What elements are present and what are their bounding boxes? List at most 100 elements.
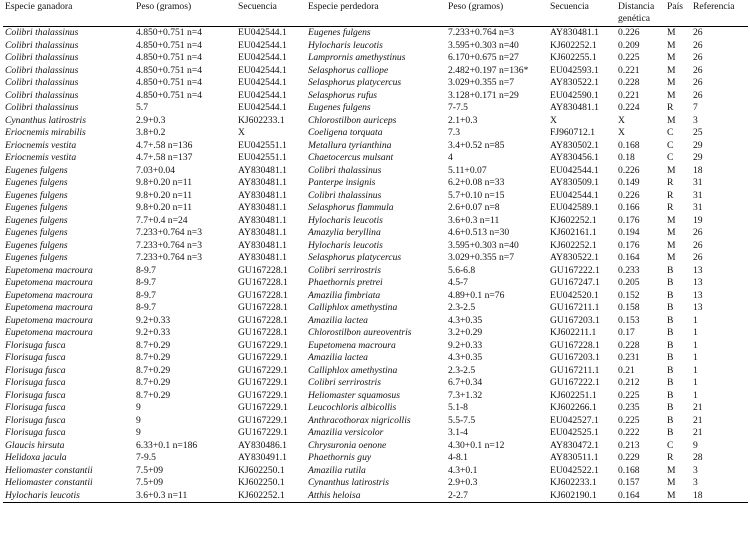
cell-loser-species: Colibri serrirostris <box>308 264 381 276</box>
cell-reference: 26 <box>693 77 703 88</box>
cell-loser-sequence: EU042525.1 <box>550 427 599 438</box>
cell-reference: 3 <box>693 477 698 488</box>
table-row: Eugenes fulgens 7.03+0.04 AY830481.1 Colibr… <box>3 165 748 178</box>
cell-winner-sequence: AY830481.1 <box>238 164 287 176</box>
cell-loser-weight: 4.30+0.1 n=12 <box>448 439 505 451</box>
cell-loser-species: Lamprornis amethystinus <box>308 52 406 63</box>
cell-country: C <box>667 127 674 138</box>
cell-winner-weight: 8.7+0.29 <box>136 389 171 401</box>
cell-reference: 1 <box>693 389 698 401</box>
table-row: Florisuga fusca 8.7+0.29 GU167229.1 Eupetom… <box>3 340 748 353</box>
cell-loser-sequence: EU042590.1 <box>550 89 599 101</box>
table-row: Florisuga fusca 9 GU167229.1 Amazilia versi… <box>3 427 748 440</box>
cell-winner-weight: 9.8+0.20 n=11 <box>136 177 193 188</box>
cell-loser-weight: 4.5-7 <box>448 277 468 288</box>
cell-loser-species: Heliomaster squamosus <box>308 389 400 401</box>
cell-winner-species: Eugenes fulgens <box>5 252 68 263</box>
cell-winner-species: Cynanthus latirostris <box>5 114 86 126</box>
cell-reference: 26 <box>693 252 703 263</box>
cell-loser-sequence: AY830511.1 <box>550 452 599 463</box>
cell-winner-weight: 7.5+09 <box>136 477 163 488</box>
cell-loser-sequence: KJ602161.1 <box>550 227 597 238</box>
cell-genetic-distance: 0.21 <box>618 364 635 376</box>
cell-winner-sequence: GU167228.1 <box>238 264 288 276</box>
cell-winner-weight: 9.8+0.20 n=11 <box>136 189 193 201</box>
cell-loser-sequence: KJ602252.1 <box>550 214 597 226</box>
cell-loser-weight: 7.3+1.32 <box>448 389 483 401</box>
cell-winner-species: Helidoxa jacula <box>5 452 67 463</box>
cell-winner-sequence: KJ602250.1 <box>238 464 285 476</box>
cell-loser-species: Amazilia lactea <box>308 352 368 363</box>
cell-loser-species: Metallura tyrianthina <box>308 139 392 151</box>
table-row: Heliomaster constantii 7.5+09 KJ602250.1 Cy… <box>3 477 748 490</box>
table-row: Heliomaster constantii 7.5+09 KJ602250.1 Am… <box>3 465 748 478</box>
cell-country: B <box>667 389 674 401</box>
table-row: Eugenes fulgens 9.8+0.20 n=11 AY830481.1 Co… <box>3 190 748 203</box>
cell-country: M <box>667 27 676 38</box>
cell-winner-weight: 8-9.7 <box>136 264 156 276</box>
cell-winner-weight: 7.233+0.764 n=3 <box>136 252 202 263</box>
cell-country: M <box>667 214 676 226</box>
cell-winner-sequence: AY830481.1 <box>238 252 287 263</box>
cell-genetic-distance: 0.226 <box>618 189 640 201</box>
table-row: Eriocnemis vestita 4.7+.58 n=136 EU042551.… <box>3 140 748 153</box>
cell-winner-weight: 3.8+0.2 <box>136 127 166 138</box>
table-row: Eugenes fulgens 7.233+0.764 n=3 AY830481.1… <box>3 227 748 240</box>
cell-loser-weight: 9.2+0.33 <box>448 339 483 351</box>
cell-genetic-distance: 0.164 <box>616 489 665 503</box>
cell-genetic-distance: 0.221 <box>618 89 640 101</box>
cell-loser-weight: 4.6+0.513 n=30 <box>448 227 510 238</box>
cell-winner-weight: 2.9+0.3 <box>136 114 166 126</box>
header-cell-loser: Especie perdedora <box>306 0 446 27</box>
cell-loser-sequence: GU167247.1 <box>550 277 600 288</box>
cell-loser-sequence: AY830509.1 <box>550 177 599 188</box>
cell-winner-sequence: GU167229.1 <box>238 414 288 426</box>
cell-winner-weight: 6.33+0.1 n=186 <box>136 439 198 451</box>
table-row: Eugenes fulgens 9.8+0.20 n=11 AY830481.1 Se… <box>3 202 748 215</box>
cell-loser-sequence: GU167228.1 <box>550 339 600 351</box>
cell-loser-species: Anthracothorax nigricollis <box>308 414 411 426</box>
table-row: Colibri thalassinus 4.850+0.751 n=4 EU0425… <box>3 52 748 65</box>
cell-winner-sequence: GU167228.1 <box>238 302 288 313</box>
data-table: Especie ganadora Peso (gramos) Secuencia… <box>3 0 748 503</box>
cell-winner-sequence: EU042544.1 <box>238 77 287 88</box>
cell-loser-weight: 2.1+0.3 <box>448 114 478 126</box>
cell-loser-sequence: KJ602255.1 <box>550 52 597 63</box>
cell-winner-species: Colibri thalassinus <box>5 52 79 63</box>
cell-winner-sequence: AY830481.1 <box>238 189 287 201</box>
header-cell-winner-sequence: Secuencia <box>236 0 306 27</box>
table-row: Florisuga fusca 9 GU167229.1 Anthracothorax… <box>3 415 748 428</box>
cell-loser-species: Phaethornis guy <box>308 452 372 463</box>
cell-winner-species: Eupetomena macroura <box>5 314 93 326</box>
cell-country: M <box>667 164 676 176</box>
cell-loser-sequence: EU042593.1 <box>550 64 599 76</box>
cell-genetic-distance: X <box>618 114 625 126</box>
cell-loser-weight: 7.233+0.764 n=3 <box>448 27 514 38</box>
cell-loser-sequence: AY830481.1 <box>550 102 599 113</box>
cell-country: B <box>667 377 674 388</box>
cell-loser-species: Cynanthus latirostris <box>308 477 389 488</box>
cell-winner-species: Colibri thalassinus <box>5 39 79 51</box>
cell-winner-sequence: EU042551.1 <box>238 152 287 163</box>
cell-country: R <box>667 202 674 213</box>
cell-loser-sequence: AY830481.1 <box>550 27 599 38</box>
cell-winner-sequence: KJ602233.1 <box>238 114 285 126</box>
cell-country: M <box>667 39 676 51</box>
cell-reference: 7 <box>693 102 698 113</box>
cell-loser-weight: 5.5-7.5 <box>448 414 476 426</box>
table-row: Florisuga fusca 8.7+0.29 GU167229.1 Amazili… <box>3 352 748 365</box>
cell-winner-sequence: GU167229.1 <box>238 427 288 438</box>
cell-loser-sequence: EU042522.1 <box>550 464 599 476</box>
table-row: Colibri thalassinus 4.850+0.751 n=4 EU0425… <box>3 77 748 90</box>
cell-reference: 26 <box>693 227 703 238</box>
cell-genetic-distance: 0.213 <box>618 439 640 451</box>
cell-winner-species: Colibri thalassinus <box>5 102 79 113</box>
header-cell-country: País <box>665 0 691 27</box>
cell-winner-species: Heliomaster constantii <box>5 464 93 476</box>
cell-winner-species: Eriocnemis mirabilis <box>5 127 86 138</box>
table-row: Eupetomena macroura 8-9.7 GU167228.1 Colibr… <box>3 265 748 278</box>
cell-winner-weight: 9.2+0.33 <box>136 327 171 338</box>
cell-winner-species: Eugenes fulgens <box>5 239 68 251</box>
cell-loser-weight: 5.11+0.07 <box>448 164 487 176</box>
